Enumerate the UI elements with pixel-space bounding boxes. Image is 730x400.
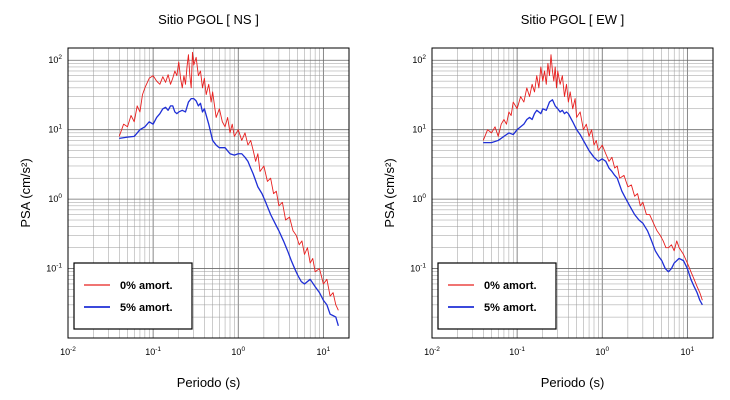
chart-title: Sitio PGOL [ NS ] — [158, 12, 259, 27]
series-line-undamped — [118, 51, 339, 311]
legend: 0% amort. 5% amort. — [437, 262, 557, 330]
y-axis-label: PSA (cm/s²) — [382, 158, 397, 227]
chart-panel-1: Sitio PGOL [ NS ] 10-2 10-1 100 101 10-1 100 10… — [18, 12, 350, 390]
x-tick-label: 10-1 — [509, 346, 525, 357]
legend: 0% amort. 5% amort. — [73, 262, 193, 330]
x-tick-label: 100 — [231, 346, 245, 357]
plot-frame — [431, 47, 714, 339]
x-tick-label: 101 — [681, 346, 695, 357]
x-tick-label: 10-2 — [60, 346, 76, 357]
y-tick-label: 102 — [412, 54, 426, 65]
y-tick-label: 10-1 — [46, 263, 62, 274]
legend-label: 0% amort. — [484, 280, 537, 292]
legend-box — [437, 262, 557, 330]
series-line-damped — [119, 97, 339, 326]
y-tick-label: 100 — [48, 193, 62, 204]
plot-frame — [67, 47, 350, 339]
y-tick-label: 102 — [48, 54, 62, 65]
chart-panel-2: Sitio PGOL [ EW ] 10-2 10-1 100 101 10-1 100 10… — [382, 12, 714, 390]
y-axis-label: PSA (cm/s²) — [18, 158, 33, 227]
y-tick-label: 101 — [48, 124, 62, 135]
x-tick-label: 101 — [317, 346, 331, 357]
y-tick-label: 101 — [412, 124, 426, 135]
x-axis-label: Periodo (s) — [177, 375, 241, 390]
y-tick-label: 10-1 — [410, 263, 426, 274]
legend-label: 5% amort. — [120, 302, 173, 314]
x-tick-label: 10-2 — [424, 346, 440, 357]
y-tick-label: 100 — [412, 193, 426, 204]
chart-title: Sitio PGOL [ EW ] — [521, 12, 625, 27]
legend-label: 5% amort. — [484, 302, 537, 314]
legend-label: 0% amort. — [120, 280, 173, 292]
x-tick-label: 100 — [595, 346, 609, 357]
grid — [68, 48, 349, 338]
x-axis-label: Periodo (s) — [541, 375, 605, 390]
x-tick-label: 10-1 — [145, 346, 161, 357]
series-line-undamped — [482, 54, 703, 301]
legend-box — [73, 262, 193, 330]
series-line-damped — [483, 99, 703, 306]
